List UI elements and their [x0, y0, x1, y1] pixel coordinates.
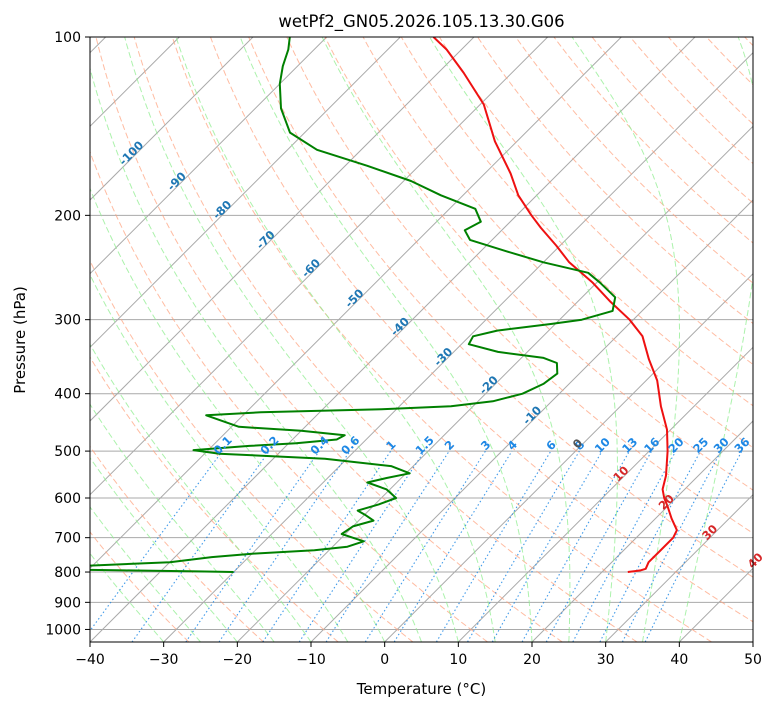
- x-tick-label: −10: [296, 652, 326, 668]
- x-tick-label: 20: [523, 652, 541, 668]
- mixing-ratio-line: [572, 450, 677, 642]
- dry-adiabat-line: [362, 37, 753, 449]
- moist-adiabat-line: [321, 37, 571, 642]
- mixing-ratio-line: [218, 450, 351, 642]
- x-tick-label: 10: [449, 652, 467, 668]
- x-tick-label: −30: [149, 652, 179, 668]
- mixing-ratio-line: [435, 450, 552, 642]
- dewpoint-profile-line: [90, 37, 617, 573]
- isotherm-line: [605, 493, 753, 642]
- mixing-ratio-line: [90, 450, 223, 632]
- y-tick-label: 200: [54, 208, 81, 224]
- dry-adiabat-line: [515, 37, 753, 284]
- background-grid: [90, 37, 753, 642]
- y-tick-label: 600: [54, 491, 81, 507]
- moist-adiabat-line: [90, 403, 275, 642]
- moist-adiabat-line: [90, 66, 422, 642]
- x-axis-label: Temperature (°C): [356, 680, 486, 698]
- x-tick-label: 0: [380, 652, 389, 668]
- y-tick-label: 800: [54, 565, 81, 581]
- y-tick-label: 400: [54, 387, 81, 403]
- dry-adiabat-line: [400, 37, 753, 407]
- mixing-ratio-line: [467, 450, 580, 642]
- y-tick-label: 700: [54, 531, 81, 547]
- isotherm-line: [457, 346, 753, 642]
- x-tick-label: 50: [744, 652, 762, 668]
- y-axis-label: Pressure (hPa): [11, 286, 29, 394]
- dry-adiabat-line: [95, 37, 563, 642]
- mixing-ratio-line: [393, 450, 513, 642]
- axes: −40 −30 −20 −10 0 10 20 30 40 50 100 200 300 400 500 60…: [45, 30, 762, 668]
- dry-adiabat-line: [90, 150, 488, 642]
- dry-adiabat-line: [210, 37, 753, 623]
- x-tick-label: 30: [597, 652, 615, 668]
- dry-adiabat-line: [248, 37, 753, 578]
- isotherm-line: [90, 37, 328, 275]
- dry-adiabat-line: [90, 531, 190, 642]
- isotherm-line: [384, 272, 753, 642]
- y-tick-label: 500: [54, 444, 81, 460]
- isotherm-line: [531, 420, 753, 642]
- dry-adiabat-line: [324, 37, 753, 491]
- mixing-ratio-line: [185, 450, 320, 642]
- mixing-ratio-line: [521, 450, 630, 642]
- dry-adiabat-line: [591, 37, 753, 204]
- isotherm-line: [236, 125, 753, 642]
- dry-adiabat-line: [286, 37, 753, 534]
- dry-adiabat-line: [629, 37, 753, 165]
- moist-adiabat-line: [90, 506, 201, 642]
- sounding-profiles: [90, 37, 678, 573]
- mixing-ratio-line: [545, 450, 653, 642]
- dry-adiabat-line: [477, 37, 753, 325]
- isotherm-line: [90, 37, 622, 570]
- chart-title: wetPf2_GN05.2026.105.13.30.G06: [278, 12, 564, 32]
- mixing-ratio-line: [131, 450, 270, 642]
- moist-adiabat-line: [571, 37, 680, 642]
- y-tick-label: 900: [54, 595, 81, 611]
- moist-adiabat-line: [90, 343, 312, 642]
- mixing-ratio-line: [491, 450, 603, 642]
- moist-adiabat-line: [239, 37, 533, 642]
- isotherm-line: [90, 37, 549, 496]
- y-tick-label: 1000: [45, 622, 81, 638]
- dry-adiabat-line: [90, 356, 339, 642]
- y-tick-label: 300: [54, 313, 81, 329]
- x-tick-label: −20: [223, 652, 253, 668]
- dry-adiabat-line: [133, 37, 638, 642]
- moist-adiabat-line: [124, 37, 459, 642]
- moist-adiabat-line: [429, 37, 619, 642]
- moist-adiabat-line: [175, 37, 496, 642]
- x-tick-label: 40: [670, 652, 688, 668]
- isotherm-line: [90, 37, 475, 422]
- mixing-ratio-line: [325, 450, 450, 642]
- plot-frame: [89, 36, 754, 643]
- temperature-profile-line: [432, 37, 678, 573]
- dry-adiabat-line: [90, 259, 414, 642]
- moist-adiabat-line: [90, 187, 386, 642]
- dry-adiabat-line: [553, 37, 753, 244]
- dry-adiabat-line: [438, 37, 753, 366]
- moist-adiabat-line: [90, 456, 238, 642]
- plot-background: [90, 37, 753, 642]
- y-tick-label: 100: [54, 30, 81, 46]
- isotherm-line: [90, 37, 254, 201]
- mixing-ratio-line: [364, 450, 486, 642]
- moist-adiabat-line: [678, 37, 753, 642]
- isotherm-line: [163, 51, 753, 642]
- x-tick-label: −40: [75, 652, 105, 668]
